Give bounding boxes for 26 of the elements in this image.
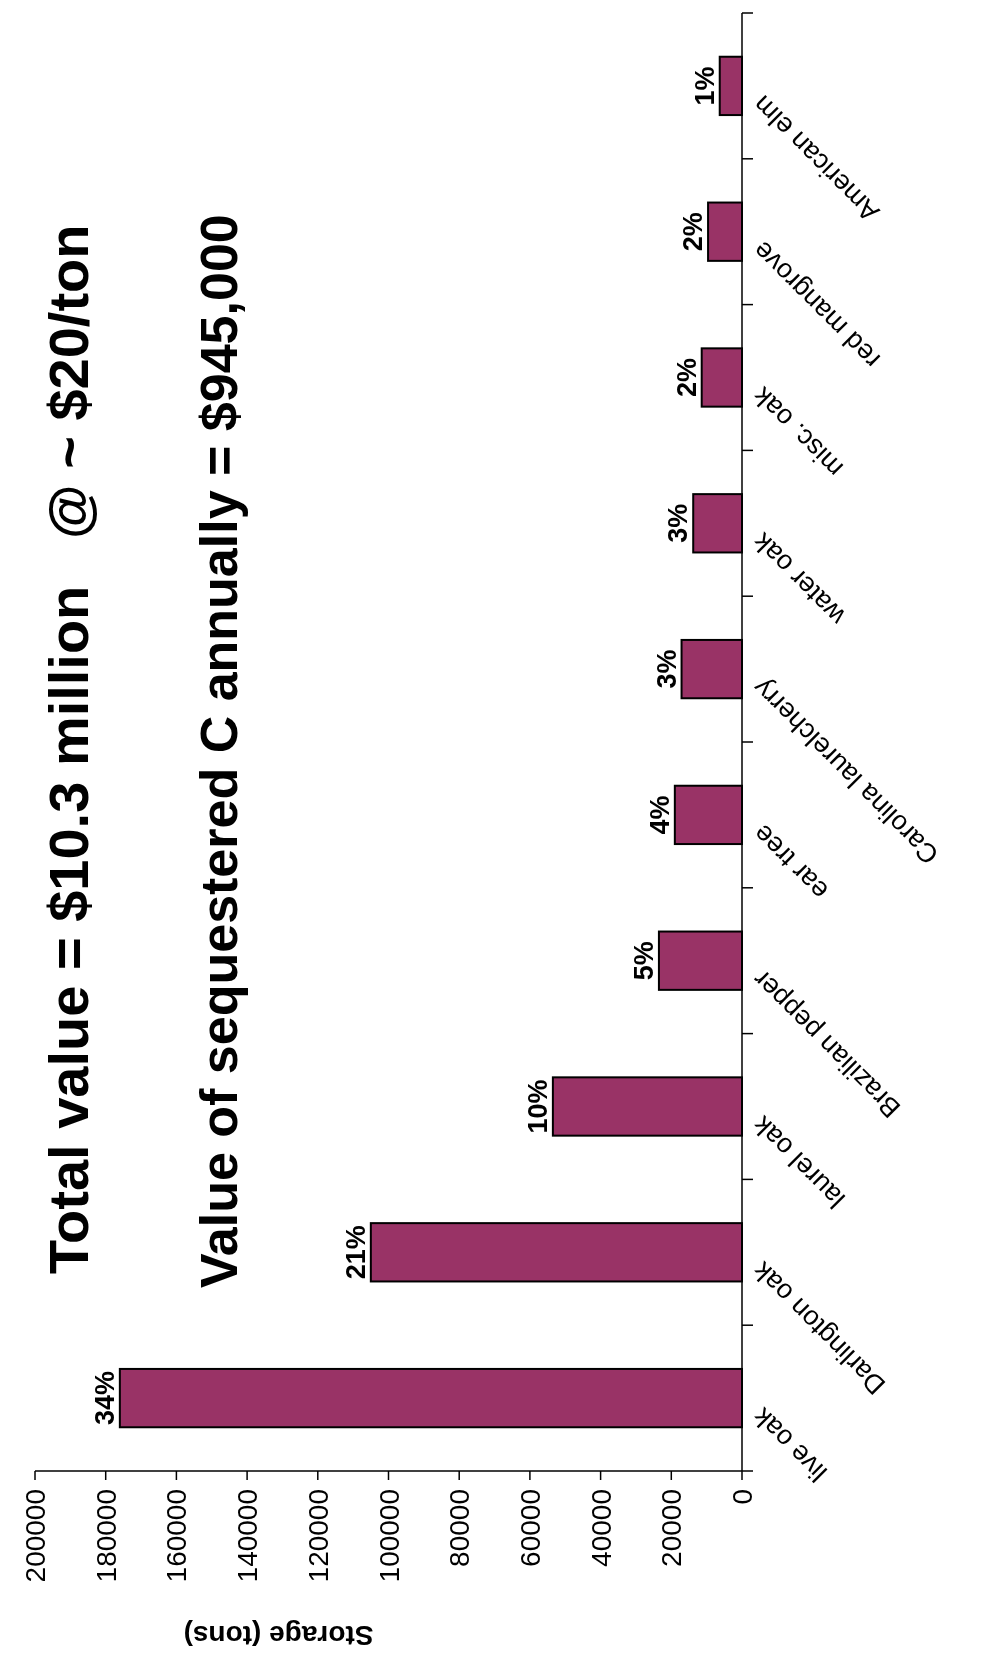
annotation: 21%	[340, 1225, 371, 1280]
annotation: 5%	[628, 941, 659, 981]
y-tick-label: live oak	[746, 1401, 833, 1488]
annotation: 3%	[663, 503, 694, 543]
x-tick-label: 200000	[20, 1489, 51, 1583]
x-tick-label: 60000	[514, 1489, 546, 1567]
annotation: 34%	[89, 1371, 120, 1426]
x-tick-label: 160000	[161, 1489, 193, 1583]
annotation: 10%	[522, 1079, 553, 1134]
annotation: 2%	[678, 212, 709, 252]
y-tick-label: ear tree	[747, 818, 835, 906]
x-tick-label: 40000	[585, 1489, 617, 1567]
x-tick-label: 120000	[302, 1489, 334, 1583]
x-tick-label: 140000	[232, 1489, 264, 1583]
text: Value of sequestered C annually = $945,000	[190, 214, 248, 1288]
x-tick-label: 80000	[444, 1489, 476, 1567]
annotation: 2%	[671, 357, 702, 398]
text: Total value = $10.3 million @ ~ $20/ton	[37, 224, 100, 1274]
x-tick-label: 100000	[373, 1489, 405, 1583]
x-axis-title: Storage (tons)	[183, 1620, 374, 1651]
x-tick-label: 180000	[90, 1489, 122, 1583]
annotation: 3%	[651, 649, 682, 689]
annotation: 1%	[689, 66, 720, 106]
annotation: 4%	[644, 795, 675, 835]
x-tick-label: 0	[727, 1489, 758, 1505]
x-tick-label: 20000	[656, 1489, 688, 1567]
